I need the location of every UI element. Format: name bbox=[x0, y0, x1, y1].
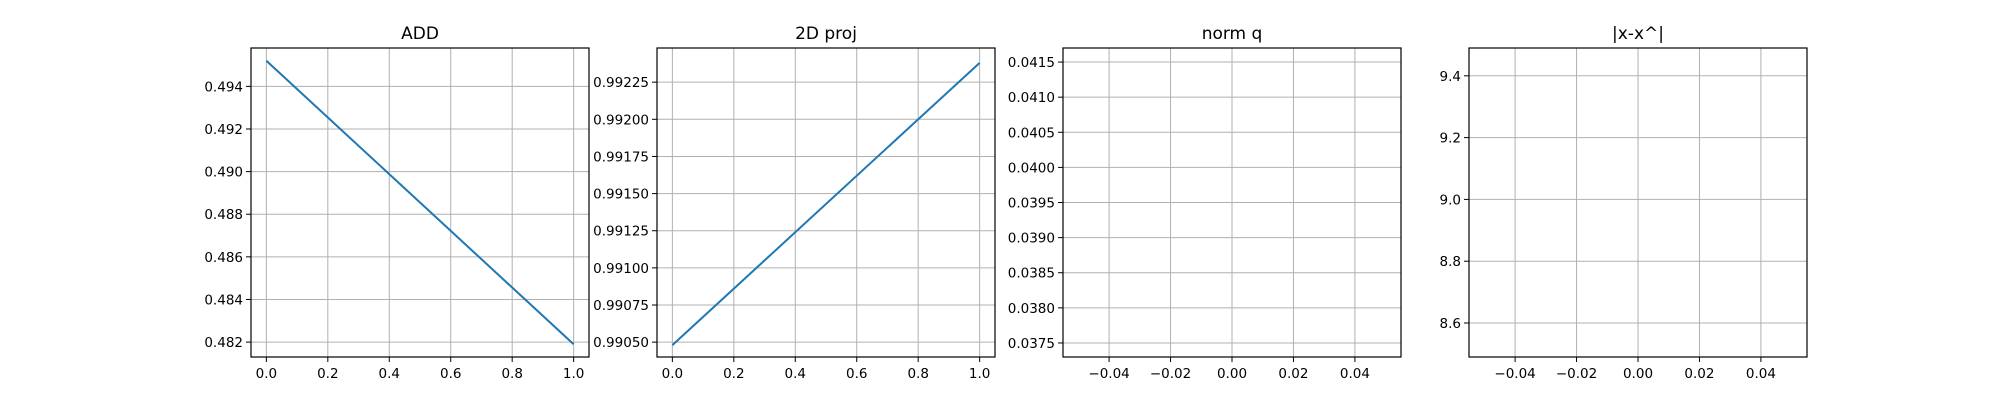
x-tick-label: 0.02 bbox=[1684, 366, 1714, 382]
y-tick-label: 0.492 bbox=[204, 122, 243, 138]
y-tick-label: 0.486 bbox=[204, 250, 243, 266]
y-tick-label: 0.99175 bbox=[593, 149, 649, 165]
y-tick-label: 0.488 bbox=[204, 207, 243, 223]
x-tick-label: 0.8 bbox=[907, 366, 928, 382]
chart-title: ADD bbox=[401, 24, 439, 44]
y-tick-label: 0.0385 bbox=[1008, 266, 1055, 282]
x-tick-label: 0.04 bbox=[1746, 366, 1776, 382]
x-tick-label: 0.6 bbox=[846, 366, 867, 382]
chart-panel-2: 2D proj 0.0 0.2 0.4 0.6 0.8 1.0 0.99050 0.99075 0… bbox=[593, 24, 996, 382]
y-tick-label: 8.8 bbox=[1440, 254, 1461, 270]
x-tick-label: 1.0 bbox=[969, 366, 990, 382]
x-tick-label: 0.0 bbox=[256, 366, 277, 382]
y-tick-label: 0.99075 bbox=[593, 298, 649, 314]
y-tick-label: 0.484 bbox=[204, 292, 243, 308]
y-tick-label: 0.99100 bbox=[593, 261, 649, 277]
chart-title: 2D proj bbox=[795, 24, 857, 44]
y-tick-label: 0.99200 bbox=[593, 112, 649, 128]
series-line bbox=[265, 60, 575, 345]
x-tick-label: 0.00 bbox=[1623, 366, 1653, 382]
chart-panel-4: |x-x^| −0.04 −0.02 0.00 0.02 0.04 8.6 8.8 9.0 9.2… bbox=[1440, 24, 1808, 382]
x-tick-label: −0.02 bbox=[1150, 366, 1191, 382]
y-tick-label: 8.6 bbox=[1440, 316, 1461, 332]
chart-title: |x-x^| bbox=[1612, 24, 1664, 44]
y-tick-label: 0.0390 bbox=[1008, 231, 1055, 247]
x-tick-label: 0.02 bbox=[1278, 366, 1308, 382]
x-tick-label: 0.04 bbox=[1340, 366, 1370, 382]
y-tick-label: 0.0400 bbox=[1008, 160, 1055, 176]
x-tick-label: 0.4 bbox=[785, 366, 806, 382]
y-tick-label: 0.99125 bbox=[593, 224, 649, 240]
y-tick-label: 9.4 bbox=[1440, 69, 1461, 85]
y-tick-label: 0.99225 bbox=[593, 75, 649, 91]
y-tick-label: 9.0 bbox=[1440, 192, 1461, 208]
y-tick-label: 0.0375 bbox=[1008, 336, 1055, 352]
x-tick-label: 0.0 bbox=[662, 366, 683, 382]
y-tick-label: 0.490 bbox=[204, 165, 243, 181]
y-tick-label: 0.482 bbox=[204, 335, 243, 351]
plot-frame bbox=[1468, 47, 1808, 358]
x-tick-label: −0.04 bbox=[1494, 366, 1535, 382]
x-tick-label: −0.02 bbox=[1556, 366, 1597, 382]
y-tick-label: 0.0395 bbox=[1008, 196, 1055, 212]
chart-title: norm q bbox=[1202, 24, 1263, 44]
plot-frame bbox=[250, 47, 590, 358]
y-tick-label: 0.0410 bbox=[1008, 90, 1055, 106]
x-tick-label: 1.0 bbox=[563, 366, 584, 382]
y-tick-label: 0.99050 bbox=[593, 335, 649, 351]
x-tick-label: 0.4 bbox=[379, 366, 400, 382]
x-tick-label: 0.6 bbox=[440, 366, 461, 382]
plot-frame bbox=[1062, 47, 1402, 358]
x-tick-label: 0.00 bbox=[1217, 366, 1247, 382]
x-tick-label: 0.2 bbox=[723, 366, 744, 382]
y-tick-label: 0.99150 bbox=[593, 187, 649, 203]
y-tick-label: 0.0380 bbox=[1008, 301, 1055, 317]
chart-panel-1: ADD 0.0 0.2 0.4 0.6 0.8 1.0 0.482 0.484 0.486 0.48… bbox=[204, 24, 590, 382]
x-tick-label: 0.8 bbox=[501, 366, 522, 382]
plot-frame bbox=[656, 47, 996, 358]
y-tick-label: 0.494 bbox=[204, 79, 243, 95]
y-tick-label: 0.0405 bbox=[1008, 125, 1055, 141]
x-tick-label: 0.2 bbox=[317, 366, 338, 382]
chart-panel-3: norm q −0.04 −0.02 0.00 0.02 0.04 0.0375 0.0380… bbox=[1008, 24, 1402, 382]
y-tick-label: 9.2 bbox=[1440, 131, 1461, 147]
y-tick-label: 0.0415 bbox=[1008, 55, 1055, 71]
x-tick-label: −0.04 bbox=[1088, 366, 1129, 382]
series-line bbox=[671, 62, 981, 346]
